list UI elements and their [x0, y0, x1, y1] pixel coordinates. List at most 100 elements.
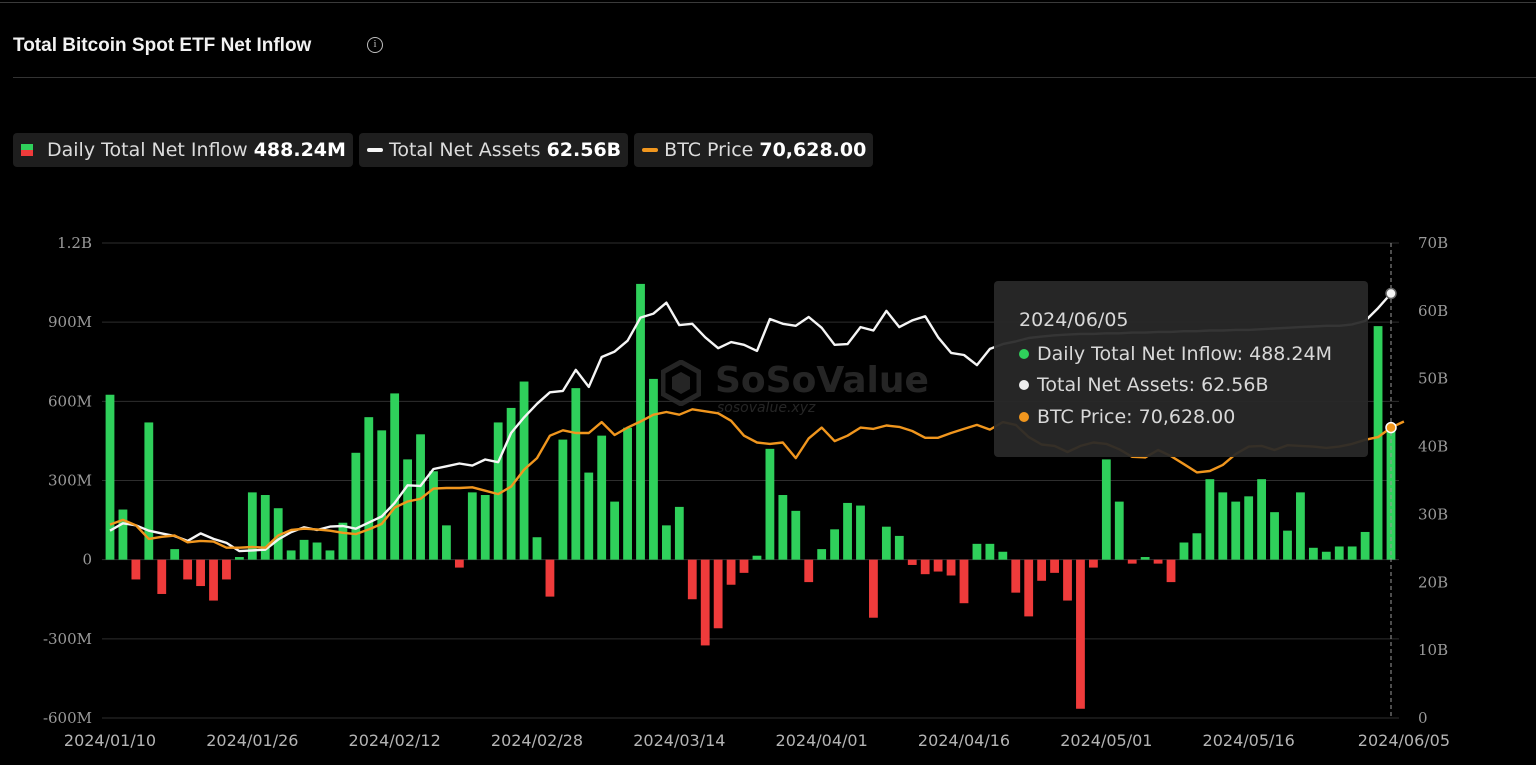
- inflow-bar: [1101, 459, 1111, 560]
- inflow-bar: [454, 559, 464, 568]
- inflow-bar: [209, 559, 218, 601]
- inflow-bar: [118, 509, 128, 560]
- x-tick-label: 2024/02/28: [491, 731, 583, 750]
- inflow-bar: [571, 388, 581, 560]
- inflow-bar: [765, 448, 775, 560]
- inflow-bar: [532, 537, 542, 560]
- line-swatch-icon: [642, 148, 659, 152]
- y-left-tick-label: -600M: [43, 709, 92, 727]
- tooltip-row: Total Net Assets: 62.56B: [1019, 370, 1368, 402]
- inflow-bar: [894, 535, 904, 560]
- inflow-bar: [325, 550, 335, 560]
- green-dot-icon: [1019, 348, 1029, 359]
- inflow-bar: [907, 559, 917, 565]
- x-tick-label: 2024/04/01: [776, 731, 868, 750]
- inflow-bar: [131, 559, 141, 580]
- tooltip-value: 488.24M: [1249, 342, 1332, 365]
- btc-price-line: [109, 408, 1405, 549]
- inflow-bar: [584, 472, 594, 560]
- inflow-bar: [739, 559, 749, 573]
- inflow-bar: [1076, 559, 1085, 709]
- legend-total-net-assets[interactable]: Total Net Assets 62.56B: [358, 133, 629, 167]
- inflow-bar: [1218, 492, 1228, 560]
- y-left-tick-label: 1.2B: [57, 234, 92, 252]
- y-left-tick-label: 300M: [48, 472, 92, 490]
- inflow-bar: [338, 522, 348, 560]
- inflow-bar: [597, 435, 607, 560]
- inflow-bar: [843, 502, 852, 560]
- inflow-bar: [429, 471, 438, 560]
- inflow-bar: [1347, 546, 1357, 560]
- inflow-bar: [881, 526, 891, 560]
- inflow-bar: [933, 559, 943, 572]
- inflow-bar: [1283, 530, 1292, 560]
- inflow-bar: [467, 492, 477, 560]
- inflow-bar: [442, 525, 451, 560]
- inflow-bar: [247, 492, 257, 560]
- inflow-bar: [1244, 496, 1254, 560]
- x-tick-label: 2024/03/14: [633, 731, 725, 750]
- legend-btc-price[interactable]: BTC Price 70,628.00: [634, 133, 874, 167]
- info-icon[interactable]: i: [367, 37, 383, 53]
- y-left-tick-label: 900M: [48, 313, 92, 331]
- inflow-bar: [649, 378, 658, 560]
- y-left-tick-label: 600M: [48, 392, 92, 410]
- inflow-bar: [260, 495, 270, 560]
- inflow-bar: [196, 559, 205, 587]
- white-dot-icon: [1019, 380, 1029, 391]
- legend-value: 70,628.00: [759, 139, 867, 161]
- legend-label: BTC Price: [664, 139, 754, 161]
- inflow-bar: [1166, 559, 1176, 583]
- y-right-tick-label: 30B: [1418, 505, 1448, 523]
- inflow-bar: [545, 559, 555, 597]
- legend-value: 62.56B: [546, 139, 622, 161]
- inflow-bar: [105, 394, 115, 560]
- bar-swatch-icon: [21, 144, 33, 156]
- inflow-bar: [286, 550, 296, 560]
- inflow-bar: [493, 422, 503, 560]
- inflow-bar: [1024, 559, 1034, 617]
- y-right-tick-label: 10B: [1418, 641, 1448, 659]
- tooltip-label: BTC Price:: [1037, 405, 1133, 428]
- inflow-bar: [674, 506, 684, 560]
- inflow-bar: [1050, 559, 1059, 573]
- inflow-bar: [403, 459, 413, 560]
- inflow-bar: [972, 543, 982, 560]
- line-swatch-icon: [366, 148, 383, 152]
- inflow-bar: [752, 555, 762, 560]
- inflow-bar: [610, 501, 620, 560]
- inflow-bar: [157, 559, 167, 594]
- inflow-bar: [985, 543, 995, 560]
- inflow-bar: [687, 559, 697, 600]
- inflow-bar: [998, 551, 1008, 560]
- tooltip-label: Total Net Assets:: [1037, 374, 1196, 397]
- y-left-tick-label: -300M: [43, 630, 92, 648]
- chart-legend: Daily Total Net Inflow 488.24M Total Net…: [13, 133, 874, 167]
- inflow-bar: [1257, 479, 1267, 560]
- y-right-tick-label: 40B: [1418, 438, 1448, 456]
- tooltip-row: BTC Price: 70,628.00: [1019, 401, 1368, 433]
- tooltip-date: 2024/06/05: [1019, 309, 1129, 331]
- legend-daily-inflow[interactable]: Daily Total Net Inflow 488.24M: [13, 133, 353, 167]
- x-tick-label: 2024/05/16: [1203, 731, 1295, 750]
- inflow-bar: [830, 529, 840, 560]
- top-border: [0, 2, 1536, 3]
- inflow-bar: [623, 427, 632, 560]
- inflow-bar: [558, 439, 568, 560]
- y-right-tick-label: 0: [1418, 709, 1428, 727]
- page-title: Total Bitcoin Spot ETF Net Inflow: [13, 35, 312, 56]
- inflow-bar: [946, 559, 956, 576]
- inflow-bar: [416, 434, 425, 560]
- legend-label: Total Net Assets: [388, 139, 541, 161]
- header-divider: [13, 77, 1536, 78]
- tooltip-label: Daily Total Net Inflow:: [1037, 342, 1244, 365]
- inflow-bar: [312, 542, 322, 560]
- x-tick-label: 2024/02/12: [349, 731, 441, 750]
- inflow-bar: [234, 557, 244, 560]
- inflow-bar: [856, 505, 865, 560]
- legend-label: Daily Total Net Inflow: [47, 139, 248, 161]
- tooltip-row: Daily Total Net Inflow: 488.24M: [1019, 338, 1368, 370]
- inflow-bar: [959, 559, 969, 604]
- inflow-bar: [377, 430, 387, 560]
